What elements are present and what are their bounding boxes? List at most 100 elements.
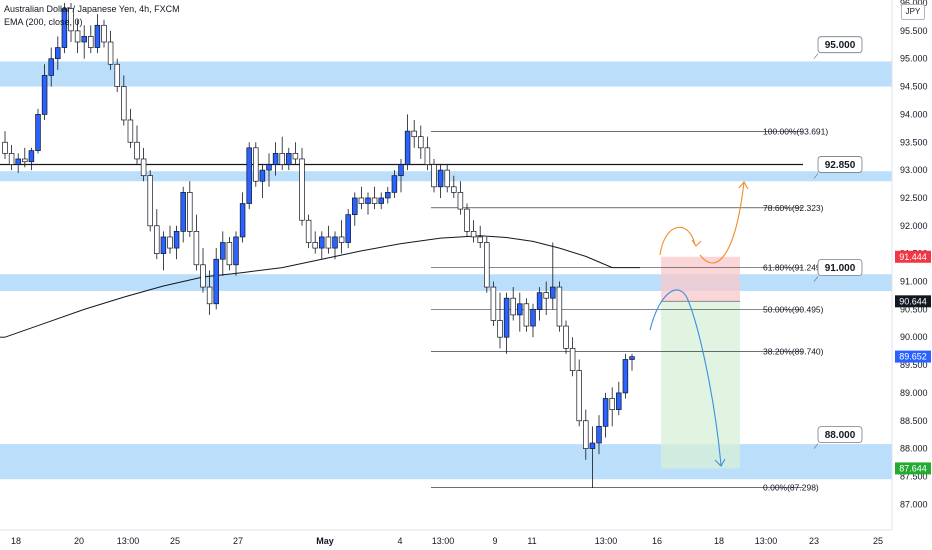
candle-body bbox=[602, 398, 609, 427]
candle-body bbox=[173, 231, 180, 249]
candle-body bbox=[418, 136, 424, 149]
candle-body bbox=[292, 153, 299, 160]
candle-body bbox=[114, 63, 120, 87]
candle-body bbox=[167, 236, 173, 249]
candle-body bbox=[484, 242, 490, 288]
candle-body bbox=[437, 169, 444, 188]
candle-body bbox=[299, 158, 305, 221]
candle-body bbox=[193, 231, 200, 266]
candle-body bbox=[121, 86, 127, 121]
candle-body bbox=[48, 58, 54, 76]
candle-body bbox=[160, 236, 167, 255]
candle-body bbox=[371, 197, 378, 204]
candle-body bbox=[616, 392, 622, 410]
time-tick-label: 9 bbox=[492, 536, 497, 546]
callout-box bbox=[817, 426, 863, 444]
callout-box bbox=[817, 156, 863, 173]
candle-body bbox=[154, 225, 160, 255]
price-tag bbox=[895, 250, 931, 263]
candle-body bbox=[629, 356, 635, 360]
symbol-title: Australian Dollar / Japanese Yen, 4h, FX… bbox=[4, 4, 180, 14]
price-tag-label: 87.644 bbox=[899, 463, 927, 473]
projection-arrows[interactable] bbox=[649, 181, 749, 467]
candle-body bbox=[510, 297, 516, 316]
callout-label: 92.850 bbox=[825, 160, 856, 171]
candle-body bbox=[305, 219, 312, 243]
candle-body bbox=[470, 231, 477, 238]
time-tick-label: 13:00 bbox=[117, 536, 140, 546]
take-profit-area bbox=[661, 301, 740, 469]
time-tick-label: 25 bbox=[170, 536, 180, 546]
price-tick-label: 91.000 bbox=[900, 277, 928, 287]
candle-body bbox=[206, 286, 213, 305]
candle-body bbox=[35, 114, 41, 151]
candle-body bbox=[523, 303, 530, 327]
blue-projection-arrow bbox=[649, 289, 722, 466]
indicator-legend[interactable]: EMA (200, close, 0) bbox=[4, 17, 83, 27]
time-tick-label: 16 bbox=[652, 536, 662, 546]
candle-body bbox=[15, 158, 21, 165]
time-tick-label: 20 bbox=[74, 536, 84, 546]
candle-body bbox=[451, 186, 457, 193]
time-axis[interactable]: 18 20 13:00 25 27 May 4 13:00 9 11 13:00 16 18 13:00 2… bbox=[0, 529, 892, 546]
support-resistance-zones bbox=[0, 61, 892, 480]
candle-body bbox=[517, 303, 523, 316]
callout-box bbox=[817, 36, 863, 54]
stop-loss-area bbox=[661, 256, 740, 302]
price-axis[interactable]: 96.00095.50095.00094.50094.00093.50093.0… bbox=[891, 0, 931, 530]
candle-body bbox=[2, 141, 8, 154]
callout-box bbox=[817, 259, 863, 276]
candle-body bbox=[609, 398, 615, 410]
candle-body bbox=[200, 264, 206, 288]
fib-level-label: 100.00%(93.691) bbox=[763, 127, 828, 137]
orange-projection-arrow bbox=[659, 226, 696, 256]
short-position-tool[interactable] bbox=[661, 256, 740, 469]
candle-body bbox=[187, 192, 193, 232]
candle-body bbox=[365, 197, 371, 204]
ema-200-line bbox=[4, 235, 640, 338]
price-tag bbox=[895, 295, 931, 308]
level-callout: 91.000 bbox=[813, 259, 863, 282]
price-tag bbox=[895, 462, 931, 475]
callout-label: 91.000 bbox=[825, 263, 856, 274]
price-tick-label: 94.500 bbox=[900, 82, 928, 92]
price-tick-label: 93.000 bbox=[900, 165, 928, 175]
candle-body bbox=[272, 153, 279, 165]
price-tick-label: 90.500 bbox=[900, 304, 928, 314]
candle-body bbox=[338, 236, 345, 243]
price-tag-label: 89.652 bbox=[899, 352, 927, 362]
price-tick-label: 93.500 bbox=[900, 137, 928, 147]
price-tag-label: 90.644 bbox=[899, 296, 927, 306]
orange-arrowhead bbox=[691, 239, 702, 247]
orange-arrowhead bbox=[738, 181, 749, 190]
candle-body bbox=[596, 425, 602, 444]
callout-label: 95.000 bbox=[825, 40, 856, 51]
candle-body bbox=[259, 169, 266, 182]
candle-body bbox=[536, 292, 543, 310]
currency-badge[interactable]: JPY bbox=[901, 4, 925, 20]
time-tick-label: May bbox=[316, 536, 334, 546]
fib-level-label: 38.20%(89.740) bbox=[763, 347, 824, 357]
zone-band bbox=[0, 274, 892, 291]
fibonacci-retracement[interactable]: 100.00%(93.691) 78.60%(92.323) 61.80%(91.2… bbox=[431, 127, 828, 493]
candle-body bbox=[569, 347, 576, 371]
time-tick-label: 13:00 bbox=[432, 536, 455, 546]
candle-body bbox=[391, 175, 398, 193]
price-tag bbox=[895, 350, 931, 363]
time-tick-label: 18 bbox=[714, 536, 724, 546]
candle-body bbox=[41, 75, 48, 115]
candle-body bbox=[226, 242, 233, 266]
price-tick-label: 95.500 bbox=[900, 26, 928, 36]
candle-body bbox=[550, 286, 556, 299]
callout-pointer bbox=[813, 173, 819, 179]
candle-body bbox=[253, 147, 259, 182]
candle-body bbox=[180, 192, 186, 232]
level-callouts[interactable]: 95.000 92.850 91.000 88.000 bbox=[813, 36, 863, 449]
candle-body bbox=[319, 236, 325, 249]
candle-body bbox=[543, 292, 549, 299]
candle-body bbox=[266, 164, 272, 171]
candle-body bbox=[94, 24, 101, 48]
callout-pointer bbox=[813, 276, 819, 282]
time-tick-label: 13:00 bbox=[595, 536, 618, 546]
